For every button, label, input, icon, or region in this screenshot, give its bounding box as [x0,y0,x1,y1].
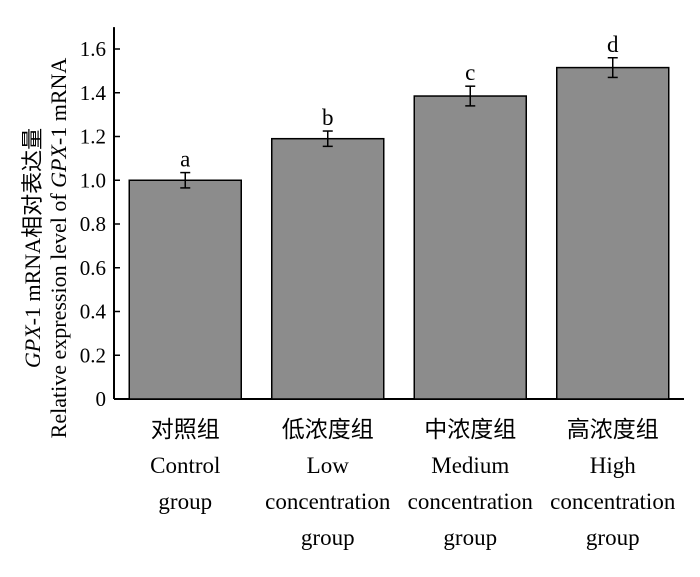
bars: a b c d [128,32,670,400]
bar [128,179,242,400]
category-labels: 对照组 Control group 低浓度组 Low concentration group… [150,417,676,550]
y-tick-label: 1.4 [80,81,107,105]
y-tick-label: 1.6 [80,37,106,61]
significance-label: a [180,147,190,172]
bar [271,137,385,400]
y-tick-label: 0 [96,387,107,411]
category-label-en: High [590,453,637,478]
category-label-en: group [301,525,355,550]
category-label-en: group [443,525,497,550]
significance-label: c [465,60,475,85]
category-label-cn: 中浓度组 [424,417,516,442]
bar [413,95,527,400]
significance-label: d [607,32,619,57]
y-tick-label: 1.2 [80,125,106,149]
category-label-cn: 对照组 [151,417,220,442]
y-tick-label: 0.4 [80,300,107,324]
bar [556,66,670,400]
y-tick-label: 0.6 [80,256,106,280]
y-axis-title: GPX-1 mRNA相对表达量 Relative expression level… [20,58,71,439]
category-label-en: group [586,525,640,550]
y-ticks: 0 0.2 0.4 0.6 0.8 1.0 1.2 1.4 1.6 [80,37,120,411]
category-label-en: concentration [550,489,676,514]
y-axis-title-cn: GPX-1 mRNA相对表达量 [20,128,45,368]
category-label-en: group [158,489,212,514]
category-label-en: Medium [431,453,509,478]
category-label-cn: 高浓度组 [567,417,659,442]
category-label-en: Control [150,453,220,478]
category-label-en: concentration [265,489,391,514]
category-label-en: Low [307,453,350,478]
significance-label: b [322,105,334,130]
y-tick-label: 1.0 [80,168,106,192]
y-tick-label: 0.2 [80,343,106,367]
category-label-en: concentration [408,489,534,514]
y-axis-title-en: Relative expression level of GPX-1 mRNA [46,58,71,439]
category-label-cn: 低浓度组 [282,417,374,442]
y-tick-label: 0.8 [80,212,106,236]
